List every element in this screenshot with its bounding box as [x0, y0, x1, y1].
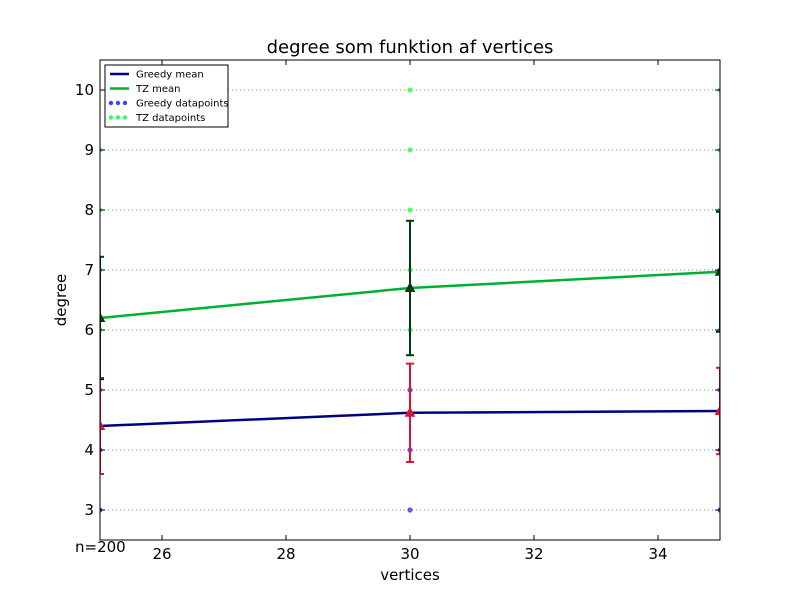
chart-title: degree som funktion af vertices	[267, 37, 554, 58]
scatter-point	[407, 507, 413, 513]
x-tick-label: 32	[524, 545, 543, 563]
legend-label: Greedy mean	[136, 70, 204, 81]
scatter-point	[407, 147, 413, 153]
mean-marker	[404, 281, 416, 292]
x-tick-label: 26	[152, 545, 171, 563]
y-tick-label: 7	[84, 261, 94, 279]
legend-label: TZ mean	[135, 84, 181, 95]
mean-marker	[404, 406, 416, 417]
y-tick-label: 3	[84, 501, 94, 519]
mean-marker	[100, 419, 106, 430]
y-axis-label: degree	[52, 274, 70, 327]
x-tick-label: 28	[276, 545, 295, 563]
y-tick-label: 5	[84, 381, 94, 399]
legend-dot-swatch	[108, 100, 114, 106]
legend-dot-swatch	[108, 115, 114, 120]
y-tick-label: 9	[84, 141, 94, 159]
sample-size-annotation: n=200	[75, 538, 126, 556]
plot-data-group	[100, 87, 720, 513]
x-tick-label: 34	[648, 545, 667, 563]
legend-dot-swatch	[115, 100, 121, 106]
mean-marker	[714, 404, 720, 415]
legend: Greedy mean TZ mean Greedy datapoints TZ da…	[104, 64, 229, 128]
scatter-point	[407, 87, 413, 93]
legend-label: Greedy datapoints	[136, 99, 229, 110]
legend-dot-swatch	[122, 100, 128, 106]
y-tick-label: 6	[84, 321, 94, 339]
legend-dot-swatch	[122, 115, 128, 120]
x-axis-label: vertices	[380, 566, 440, 584]
mean-marker	[714, 265, 720, 276]
legend-dot-swatch	[115, 115, 121, 120]
y-tick-label: 10	[75, 81, 94, 99]
y-tick-label: 4	[84, 441, 94, 459]
y-tick-label: 8	[84, 201, 94, 219]
x-tick-label: 30	[400, 545, 419, 563]
legend-label: TZ datapoints	[135, 113, 205, 124]
scatter-point	[407, 207, 413, 213]
mean-marker	[100, 311, 106, 322]
